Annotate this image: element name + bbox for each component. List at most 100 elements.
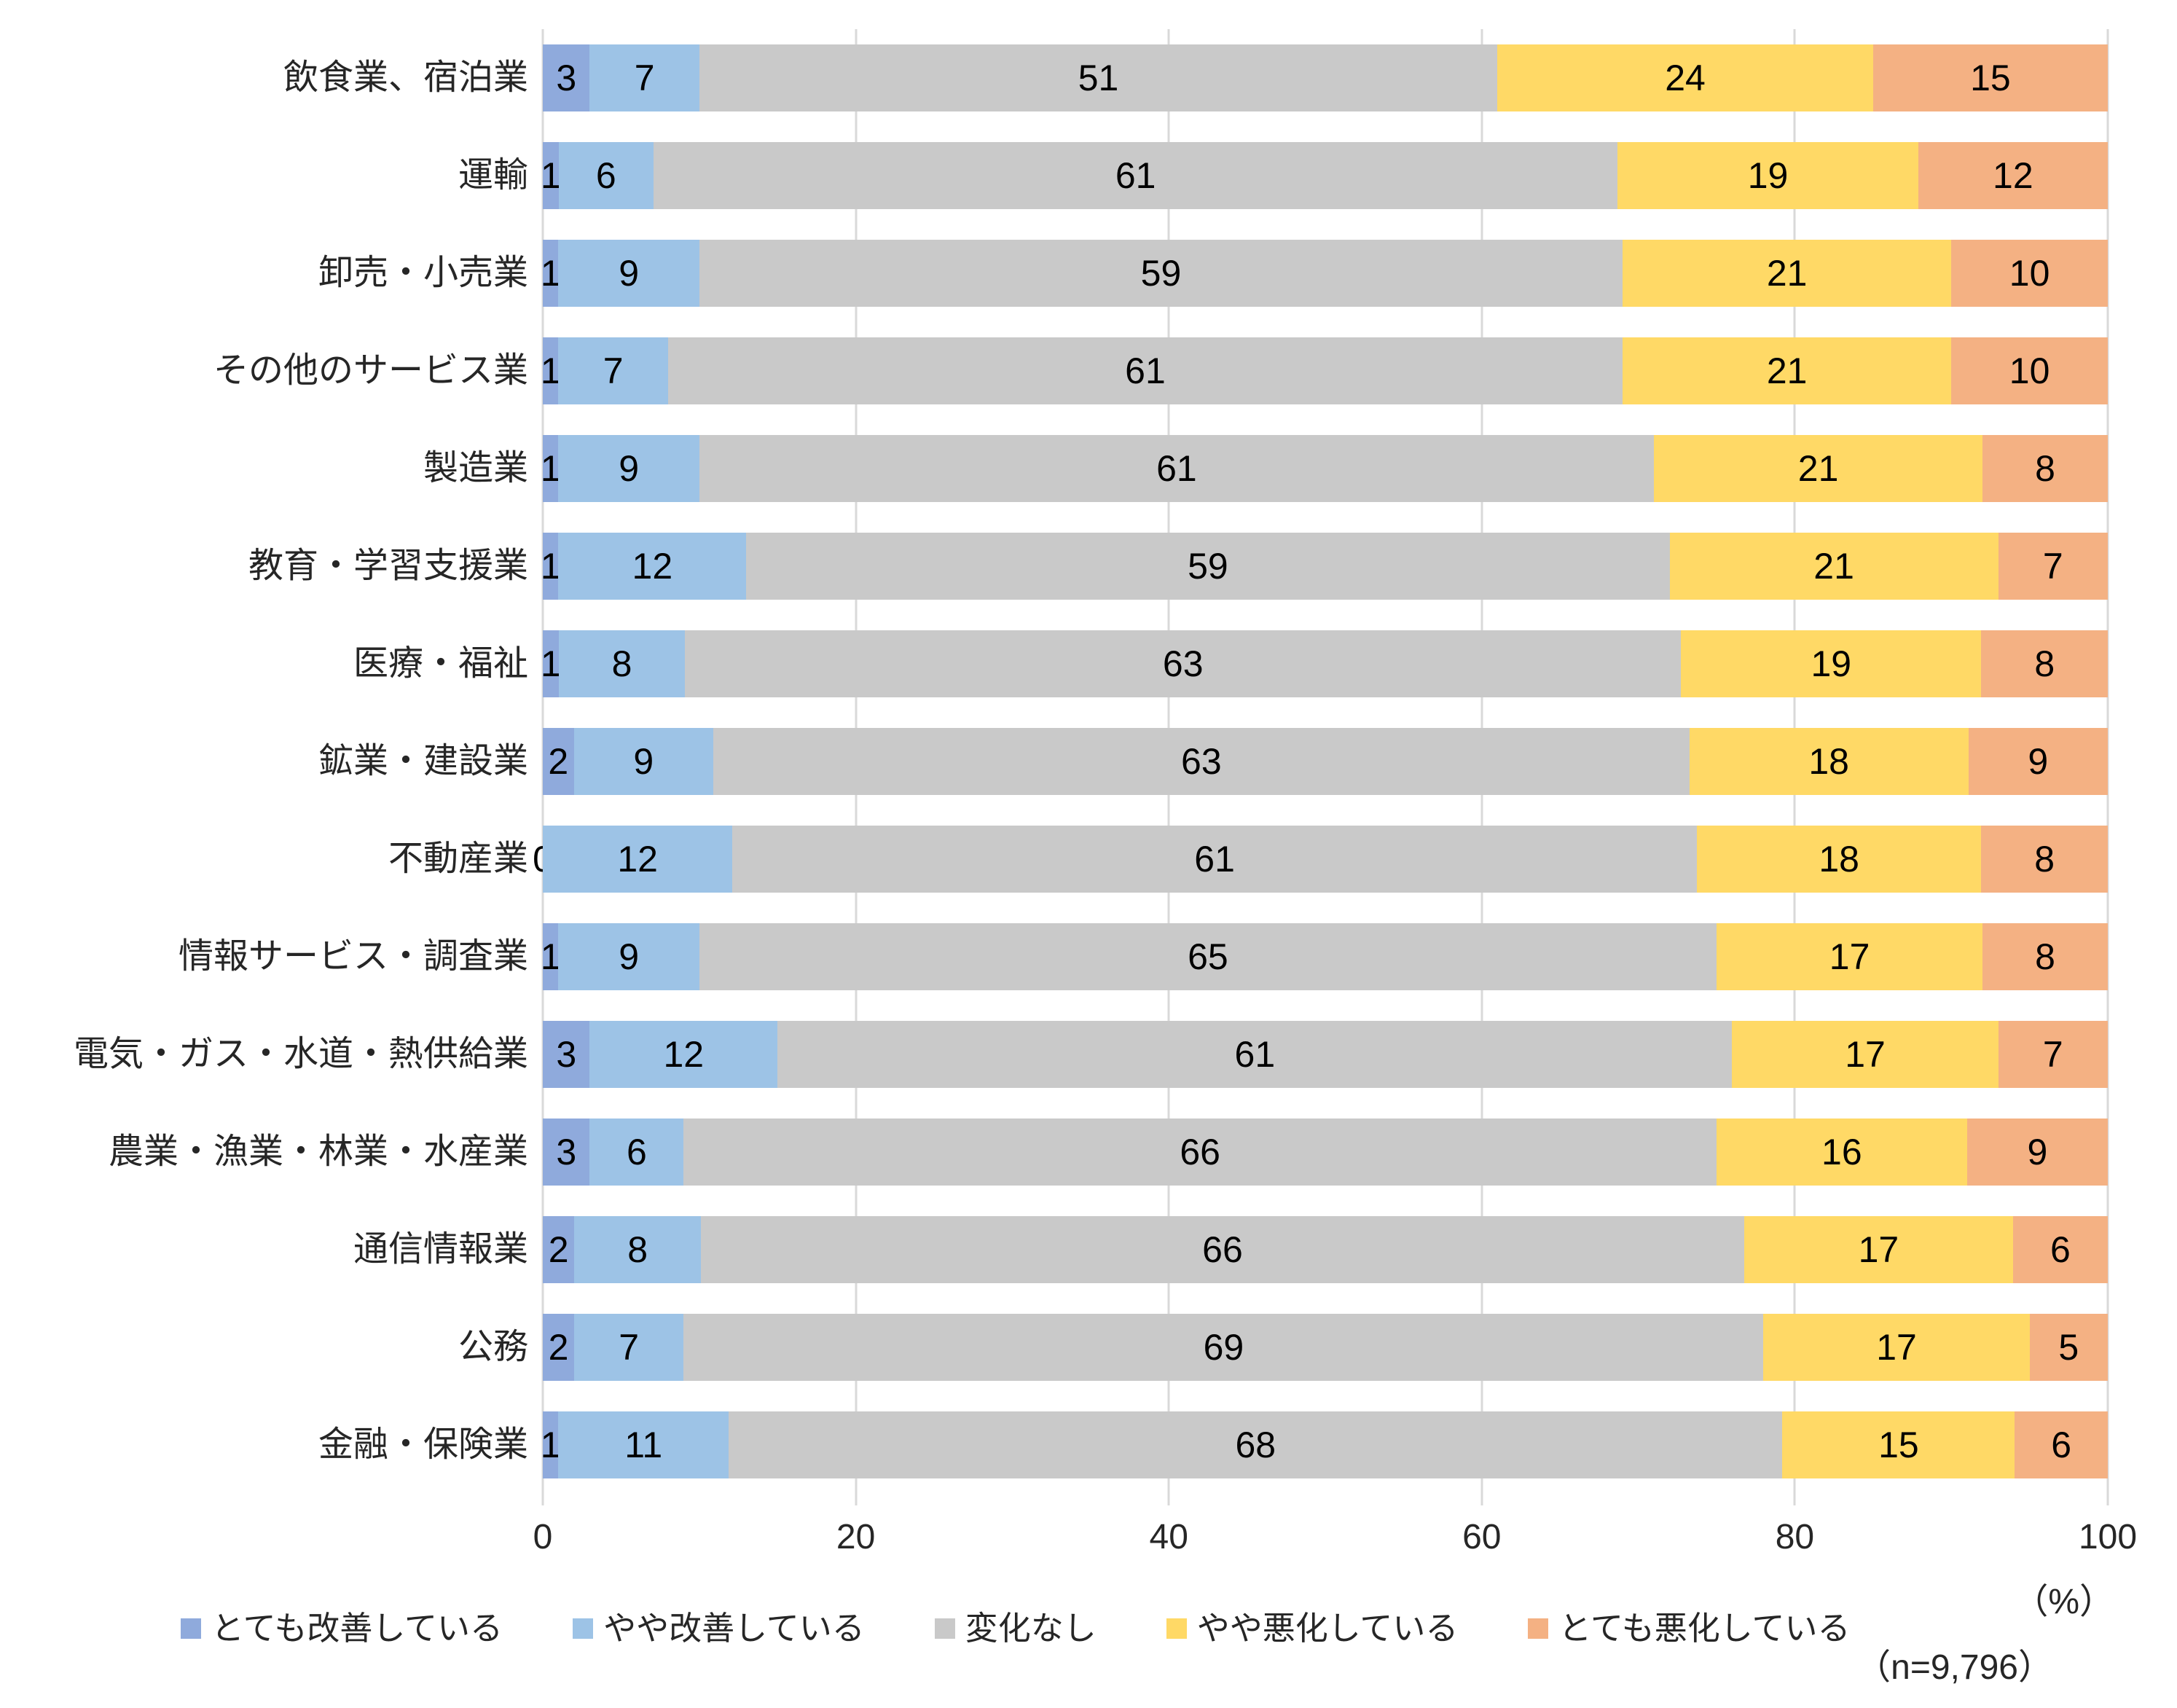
- data-label: 5: [2058, 1327, 2079, 1368]
- category-label: 飲食業、宿泊業: [283, 58, 528, 98]
- bar-segment-series-1: 1: [540, 533, 561, 600]
- data-label: 16: [1821, 1132, 1862, 1172]
- category-label: その他のサービス業: [213, 351, 528, 391]
- bar-segment-series-3: 61: [667, 337, 1623, 404]
- data-label: 17: [1858, 1229, 1899, 1270]
- bar-segment-series-5: 8: [1982, 435, 2108, 502]
- legend-item-series-5: とても悪化している: [1528, 1612, 1850, 1645]
- bar-track: 01261188: [533, 826, 2108, 893]
- bar-segment-series-2: 7: [573, 1314, 684, 1381]
- bar-segment-series-1: 2: [543, 728, 574, 795]
- sample-size-note: （n=9,796）: [1856, 1648, 2053, 1687]
- bar-segment-series-2: 7: [589, 44, 699, 111]
- data-label: 8: [2035, 936, 2055, 977]
- bar-segment-series-1: 1: [540, 142, 561, 209]
- bar-segment-series-5: 8: [1982, 923, 2108, 990]
- data-label: 7: [634, 58, 655, 98]
- data-label: 11: [624, 1425, 663, 1465]
- data-label: 17: [1829, 936, 1870, 977]
- data-label: 8: [611, 643, 632, 684]
- bar-segment-series-2: 6: [589, 1119, 684, 1186]
- category-label: 農業・漁業・林業・水産業: [108, 1132, 528, 1172]
- gridline-100: [2106, 29, 2109, 1494]
- bar-segment-series-3: 63: [713, 728, 1690, 795]
- legend-swatch: [181, 1618, 201, 1639]
- bar-segment-series-3: 59: [746, 533, 1670, 600]
- data-label: 12: [1993, 155, 2033, 196]
- category-label: 教育・学習支援業: [248, 547, 528, 586]
- legend-label: 変化なし: [965, 1610, 1097, 1647]
- data-label: 2: [548, 741, 569, 782]
- data-label: 12: [663, 1034, 705, 1075]
- category-label: 電気・ガス・水道・熱供給業: [73, 1035, 528, 1074]
- bar-segment-series-4: 21: [1669, 533, 1998, 600]
- data-label: 63: [1162, 643, 1204, 684]
- bar-segment-series-5: 7: [1998, 1021, 2108, 1088]
- bar-track: 1 11 68 15 6: [540, 1411, 2108, 1478]
- data-label: 6: [626, 1132, 647, 1172]
- bar-segment-series-3: 61: [699, 435, 1655, 502]
- bar-row: 製造業 1 9 61 21 8: [0, 420, 2108, 517]
- bar-segment-series-3: 69: [683, 1314, 1764, 1381]
- data-label: 1: [540, 155, 561, 196]
- x-axis-tick-labels: 0 20 40 60 80 100: [533, 1520, 2137, 1564]
- data-label: 12: [617, 839, 658, 880]
- data-label: 9: [619, 253, 640, 294]
- bar-segment-series-2: 9: [558, 240, 699, 307]
- axis-tick-20: [855, 1494, 858, 1505]
- bar-segment-series-4: 24: [1497, 44, 1873, 111]
- category-label: 公務: [458, 1328, 528, 1367]
- data-label: 51: [1078, 58, 1119, 98]
- data-label: 2: [548, 1327, 569, 1368]
- bar-row: 公務 2 7 69 17 5: [0, 1298, 2108, 1396]
- bar-segment-series-1: 1: [540, 630, 561, 697]
- data-label: 3: [556, 58, 577, 98]
- data-label: 1: [540, 546, 561, 587]
- bar-segment-series-2: 9: [573, 728, 713, 795]
- bar-segment-series-2: 12: [589, 1021, 778, 1088]
- data-label: 9: [2028, 741, 2049, 782]
- bar-segment-series-4: 21: [1623, 337, 1952, 404]
- bar-segment-series-2: 6: [558, 142, 654, 209]
- bar-track: 1 9 65 17 8: [540, 923, 2108, 990]
- bar-segment-series-2: 9: [558, 923, 699, 990]
- legend-item-series-2: やや改善している: [573, 1612, 865, 1645]
- bar-row: 農業・漁業・林業・水産業 3 6 66 16 9: [0, 1103, 2108, 1201]
- bar-segment-series-2: 7: [558, 337, 668, 404]
- data-label: 9: [2027, 1132, 2048, 1172]
- data-label: 21: [1813, 546, 1854, 587]
- bar-segment-series-2: 11: [558, 1411, 729, 1478]
- bar-segment-series-3: 51: [699, 44, 1498, 111]
- legend-label: とても悪化している: [1558, 1610, 1851, 1647]
- legend-item-series-1: とても改善している: [181, 1612, 503, 1645]
- bar-segment-series-5: 10: [1951, 337, 2108, 404]
- data-label: 1: [540, 1425, 561, 1465]
- data-label: 63: [1181, 741, 1222, 782]
- bar-segment-series-1: 1: [540, 923, 561, 990]
- data-label: 6: [595, 155, 616, 196]
- category-label: 通信情報業: [353, 1230, 528, 1269]
- legend-label: とても改善している: [211, 1610, 503, 1647]
- bar-segment-series-1: 1: [541, 337, 561, 404]
- bar-segment-series-3: 66: [700, 1216, 1744, 1283]
- data-label: 61: [1125, 350, 1166, 391]
- bar-track: 3 7 51 24 15: [543, 44, 2108, 111]
- data-label: 61: [1194, 839, 1235, 880]
- bar-segment-series-1: 3: [543, 1119, 590, 1186]
- bar-row: 電気・ガス・水道・熱供給業 3 12 61 17 7: [0, 1006, 2108, 1103]
- data-label: 68: [1235, 1425, 1276, 1465]
- bar-segment-series-4: 17: [1743, 1216, 2013, 1283]
- x-axis-label-100: 100: [2078, 1518, 2138, 1556]
- data-label: 1: [540, 936, 561, 977]
- bar-segment-series-1: 1: [540, 1411, 561, 1478]
- bar-row: その他のサービス業 1 7 61 21 10: [0, 322, 2108, 420]
- data-label: 65: [1188, 936, 1228, 977]
- data-label: 9: [619, 936, 640, 977]
- bar-segment-series-4: 18: [1689, 728, 1969, 795]
- legend-label: やや改善している: [603, 1610, 865, 1647]
- data-label: 1: [540, 643, 561, 684]
- bar-segment-series-4: 15: [1782, 1411, 2015, 1478]
- bar-row: 情報サービス・調査業 1 9 65 17 8: [0, 908, 2108, 1006]
- bar-segment-series-5: 9: [1966, 1119, 2108, 1186]
